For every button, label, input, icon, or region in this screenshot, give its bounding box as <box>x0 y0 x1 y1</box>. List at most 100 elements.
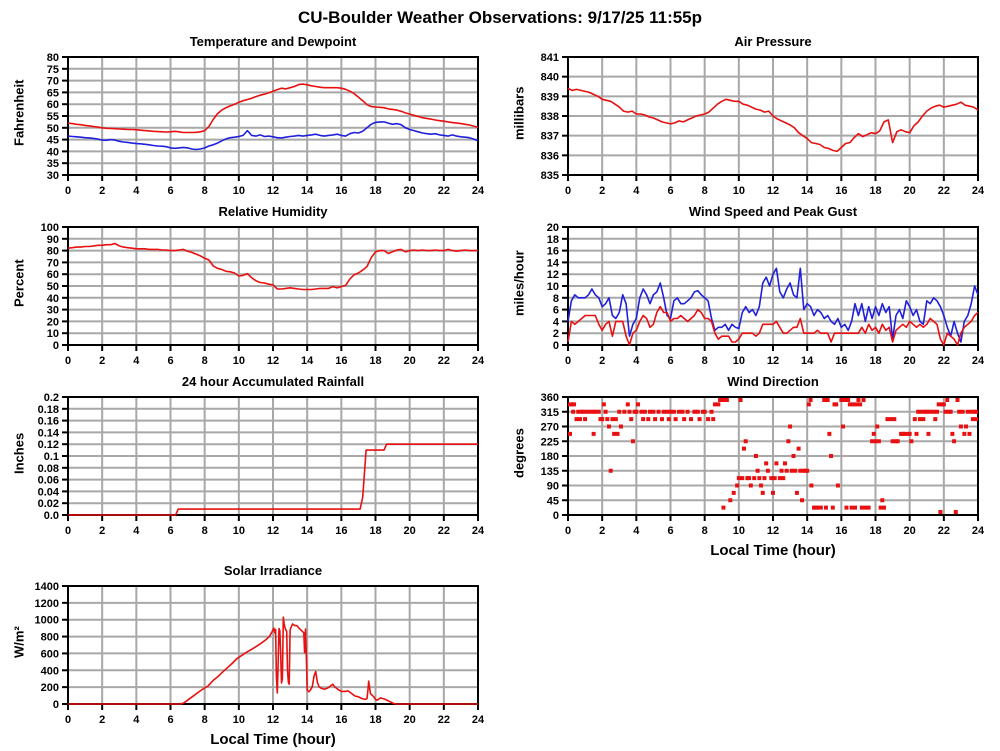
svg-text:80: 80 <box>47 52 59 64</box>
svg-text:24: 24 <box>972 185 984 197</box>
y-axis-label: Fahrenheit <box>11 79 27 146</box>
svg-text:20: 20 <box>904 525 916 537</box>
svg-text:6: 6 <box>667 525 673 537</box>
svg-text:4: 4 <box>633 185 640 197</box>
svg-text:8: 8 <box>202 185 208 197</box>
svg-text:22: 22 <box>938 525 950 537</box>
svg-text:12: 12 <box>547 269 559 281</box>
svg-text:600: 600 <box>41 648 59 660</box>
chart-title: Wind Speed and Peak Gust <box>688 203 858 219</box>
svg-text:60: 60 <box>47 99 59 111</box>
svg-text:60: 60 <box>47 269 59 281</box>
relative-humidity-plot: 0 2 4 6 8 10 12 14 16 18 20 22 240102030405060708090… <box>41 222 484 367</box>
svg-text:836: 836 <box>541 150 559 162</box>
svg-text:270: 270 <box>541 421 559 433</box>
svg-text:4: 4 <box>633 355 640 367</box>
svg-text:10: 10 <box>47 328 59 340</box>
svg-text:2: 2 <box>599 525 605 537</box>
svg-text:75: 75 <box>47 63 59 75</box>
y-axis-label: degrees <box>511 427 527 478</box>
svg-text:16: 16 <box>835 185 847 197</box>
svg-text:841: 841 <box>541 52 559 64</box>
svg-text:800: 800 <box>41 631 59 643</box>
svg-text:200: 200 <box>41 682 59 694</box>
svg-text:18: 18 <box>869 355 881 367</box>
svg-text:24: 24 <box>472 714 484 726</box>
svg-text:14: 14 <box>301 525 314 537</box>
svg-text:0.1: 0.1 <box>44 451 59 463</box>
svg-text:0: 0 <box>565 525 571 537</box>
svg-text:45: 45 <box>47 134 59 146</box>
svg-text:835: 835 <box>541 170 559 182</box>
svg-text:30: 30 <box>47 304 59 316</box>
wind-direction-plot: 0 2 4 6 8 10 12 14 16 18 20 22 240459013518022527031… <box>541 392 984 537</box>
chart-title: Air Pressure <box>734 33 812 49</box>
svg-text:10: 10 <box>547 281 559 293</box>
svg-text:6: 6 <box>167 185 173 197</box>
chart-solar-irradiance: Solar Irradiance W/m² 0 2 4 6 8 10 12 14 16 18 20 2… <box>0 562 500 751</box>
svg-text:16: 16 <box>335 714 347 726</box>
chart-title: Wind Direction <box>727 373 819 389</box>
svg-text:360: 360 <box>541 392 559 404</box>
svg-text:22: 22 <box>938 355 950 367</box>
svg-text:0: 0 <box>553 510 559 522</box>
svg-text:18: 18 <box>369 355 381 367</box>
svg-text:10: 10 <box>733 355 745 367</box>
chart-wind-direction: Wind Direction degrees 0 2 4 6 8 10 12 14 16 18 20… <box>500 373 1000 562</box>
svg-text:6: 6 <box>553 304 559 316</box>
svg-text:22: 22 <box>938 185 950 197</box>
svg-text:10: 10 <box>233 355 245 367</box>
y-axis-label: Percent <box>11 258 27 307</box>
svg-text:18: 18 <box>369 525 381 537</box>
svg-text:0.14: 0.14 <box>38 427 60 439</box>
svg-text:18: 18 <box>369 185 381 197</box>
svg-text:4: 4 <box>133 355 140 367</box>
svg-text:6: 6 <box>167 525 173 537</box>
svg-text:14: 14 <box>547 257 560 269</box>
svg-text:20: 20 <box>47 316 59 328</box>
svg-text:70: 70 <box>47 257 59 269</box>
svg-text:12: 12 <box>767 355 779 367</box>
svg-text:135: 135 <box>541 465 559 477</box>
svg-text:12: 12 <box>267 355 279 367</box>
svg-text:16: 16 <box>335 355 347 367</box>
chart-title: Temperature and Dewpoint <box>189 33 357 49</box>
svg-text:0: 0 <box>65 185 71 197</box>
chart-air-pressure: Air Pressure millibars 0 2 4 6 8 10 12 14 16 18 20… <box>500 33 1000 203</box>
svg-text:0: 0 <box>565 185 571 197</box>
svg-text:12: 12 <box>767 185 779 197</box>
svg-text:8: 8 <box>202 525 208 537</box>
svg-text:0.2: 0.2 <box>44 392 59 404</box>
svg-text:0: 0 <box>553 340 559 352</box>
x-axis-label: Local Time (hour) <box>710 541 836 559</box>
svg-text:12: 12 <box>267 185 279 197</box>
svg-text:90: 90 <box>547 480 559 492</box>
svg-text:16: 16 <box>835 525 847 537</box>
svg-text:35: 35 <box>47 158 59 170</box>
svg-text:0: 0 <box>53 340 59 352</box>
svg-text:55: 55 <box>47 111 59 123</box>
svg-text:8: 8 <box>202 714 208 726</box>
svg-text:24: 24 <box>472 185 484 197</box>
svg-text:16: 16 <box>335 185 347 197</box>
svg-text:14: 14 <box>801 185 814 197</box>
svg-text:2: 2 <box>553 328 559 340</box>
svg-text:840: 840 <box>541 71 559 83</box>
svg-text:20: 20 <box>404 185 416 197</box>
svg-text:6: 6 <box>167 355 173 367</box>
svg-text:12: 12 <box>267 525 279 537</box>
svg-text:0: 0 <box>65 355 71 367</box>
svg-text:10: 10 <box>733 525 745 537</box>
svg-text:12: 12 <box>767 525 779 537</box>
svg-text:20: 20 <box>404 355 416 367</box>
svg-text:22: 22 <box>438 355 450 367</box>
svg-text:20: 20 <box>904 185 916 197</box>
solar-irradiance-plot: 0 2 4 6 8 10 12 14 16 18 20 22 240200400600800100012… <box>35 581 484 726</box>
svg-text:18: 18 <box>547 233 559 245</box>
svg-text:8: 8 <box>702 185 708 197</box>
svg-text:24: 24 <box>472 355 484 367</box>
